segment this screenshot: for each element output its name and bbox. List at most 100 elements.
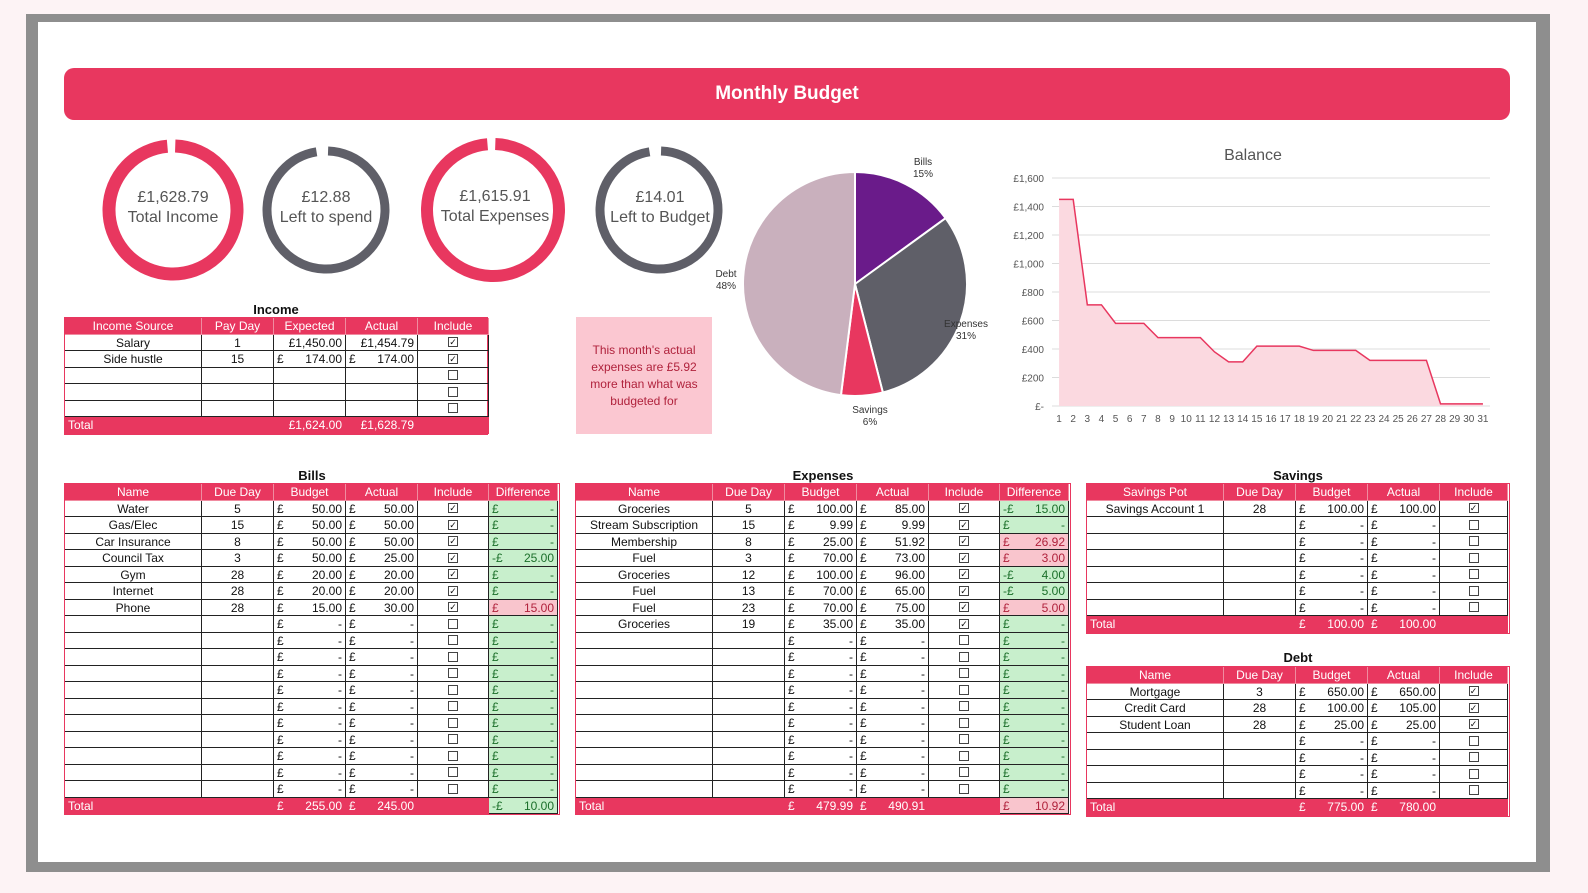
checked-box-icon[interactable]: ✓ xyxy=(959,519,969,530)
include-checkbox[interactable] xyxy=(1440,599,1508,616)
checked-box-icon[interactable]: ✓ xyxy=(1468,686,1479,697)
unchecked-box-icon[interactable] xyxy=(959,635,969,646)
include-checkbox[interactable] xyxy=(929,781,1000,798)
include-checkbox[interactable] xyxy=(929,764,1000,781)
include-checkbox[interactable] xyxy=(1440,533,1508,550)
checked-box-icon[interactable]: ✓ xyxy=(448,569,458,580)
checked-box-icon[interactable]: ✓ xyxy=(959,536,969,547)
include-checkbox[interactable] xyxy=(418,781,489,798)
unchecked-box-icon[interactable] xyxy=(448,403,458,414)
unchecked-box-icon[interactable] xyxy=(1468,536,1479,547)
unchecked-box-icon[interactable] xyxy=(1468,785,1479,796)
include-checkbox[interactable] xyxy=(1440,517,1508,534)
unchecked-box-icon[interactable] xyxy=(959,750,969,761)
unchecked-box-icon[interactable] xyxy=(959,734,969,745)
include-checkbox[interactable] xyxy=(418,632,489,649)
include-checkbox[interactable] xyxy=(418,400,489,417)
checked-box-icon[interactable]: ✓ xyxy=(448,519,458,530)
unchecked-box-icon[interactable] xyxy=(959,651,969,662)
unchecked-box-icon[interactable] xyxy=(959,767,969,778)
unchecked-box-icon[interactable] xyxy=(448,701,458,712)
checked-box-icon[interactable]: ✓ xyxy=(448,536,458,547)
include-checkbox[interactable] xyxy=(418,367,489,384)
include-checkbox[interactable]: ✓ xyxy=(418,583,489,600)
include-checkbox[interactable] xyxy=(1440,733,1508,750)
include-checkbox[interactable] xyxy=(929,682,1000,699)
include-checkbox[interactable]: ✓ xyxy=(929,533,1000,550)
include-checkbox[interactable]: ✓ xyxy=(929,583,1000,600)
include-checkbox[interactable] xyxy=(1440,550,1508,567)
include-checkbox[interactable]: ✓ xyxy=(1440,700,1508,717)
include-checkbox[interactable]: ✓ xyxy=(418,517,489,534)
unchecked-box-icon[interactable] xyxy=(448,750,458,761)
checked-box-icon[interactable]: ✓ xyxy=(1468,702,1479,713)
unchecked-box-icon[interactable] xyxy=(448,386,458,397)
include-checkbox[interactable]: ✓ xyxy=(929,500,1000,517)
unchecked-box-icon[interactable] xyxy=(959,668,969,679)
checked-box-icon[interactable]: ✓ xyxy=(448,503,458,514)
include-checkbox[interactable] xyxy=(929,649,1000,666)
include-checkbox[interactable]: ✓ xyxy=(929,599,1000,616)
unchecked-box-icon[interactable] xyxy=(1468,569,1479,580)
include-checkbox[interactable]: ✓ xyxy=(1440,500,1508,517)
unchecked-box-icon[interactable] xyxy=(448,717,458,728)
unchecked-box-icon[interactable] xyxy=(448,684,458,695)
unchecked-box-icon[interactable] xyxy=(448,767,458,778)
unchecked-box-icon[interactable] xyxy=(1468,519,1479,530)
include-checkbox[interactable] xyxy=(418,682,489,699)
include-checkbox[interactable] xyxy=(418,649,489,666)
include-checkbox[interactable]: ✓ xyxy=(418,351,489,368)
unchecked-box-icon[interactable] xyxy=(1468,585,1479,596)
unchecked-box-icon[interactable] xyxy=(448,734,458,745)
unchecked-box-icon[interactable] xyxy=(1468,752,1479,763)
include-checkbox[interactable] xyxy=(418,384,489,401)
include-checkbox[interactable] xyxy=(418,698,489,715)
include-checkbox[interactable] xyxy=(929,748,1000,765)
checked-box-icon[interactable]: ✓ xyxy=(959,569,969,580)
unchecked-box-icon[interactable] xyxy=(959,783,969,794)
unchecked-box-icon[interactable] xyxy=(959,701,969,712)
include-checkbox[interactable]: ✓ xyxy=(418,334,489,351)
include-checkbox[interactable]: ✓ xyxy=(418,599,489,616)
include-checkbox[interactable] xyxy=(1440,766,1508,783)
unchecked-box-icon[interactable] xyxy=(448,668,458,679)
unchecked-box-icon[interactable] xyxy=(448,370,458,381)
unchecked-box-icon[interactable] xyxy=(448,783,458,794)
unchecked-box-icon[interactable] xyxy=(448,635,458,646)
include-checkbox[interactable] xyxy=(929,731,1000,748)
include-checkbox[interactable] xyxy=(929,715,1000,732)
checked-box-icon[interactable]: ✓ xyxy=(448,353,458,364)
unchecked-box-icon[interactable] xyxy=(1468,552,1479,563)
include-checkbox[interactable] xyxy=(1440,782,1508,799)
checked-box-icon[interactable]: ✓ xyxy=(448,585,458,596)
unchecked-box-icon[interactable] xyxy=(959,684,969,695)
checked-box-icon[interactable]: ✓ xyxy=(959,602,969,613)
include-checkbox[interactable] xyxy=(418,731,489,748)
include-checkbox[interactable] xyxy=(1440,583,1508,600)
include-checkbox[interactable]: ✓ xyxy=(929,517,1000,534)
include-checkbox[interactable]: ✓ xyxy=(1440,716,1508,733)
include-checkbox[interactable] xyxy=(1440,749,1508,766)
checked-box-icon[interactable]: ✓ xyxy=(959,585,969,596)
unchecked-box-icon[interactable] xyxy=(1468,768,1479,779)
unchecked-box-icon[interactable] xyxy=(1468,602,1479,613)
include-checkbox[interactable]: ✓ xyxy=(418,566,489,583)
checked-box-icon[interactable]: ✓ xyxy=(448,552,458,563)
checked-box-icon[interactable]: ✓ xyxy=(959,618,969,629)
include-checkbox[interactable] xyxy=(929,632,1000,649)
include-checkbox[interactable]: ✓ xyxy=(418,500,489,517)
include-checkbox[interactable] xyxy=(418,748,489,765)
unchecked-box-icon[interactable] xyxy=(1468,735,1479,746)
checked-box-icon[interactable]: ✓ xyxy=(959,503,969,514)
include-checkbox[interactable] xyxy=(929,698,1000,715)
unchecked-box-icon[interactable] xyxy=(448,651,458,662)
include-checkbox[interactable]: ✓ xyxy=(929,566,1000,583)
unchecked-box-icon[interactable] xyxy=(959,717,969,728)
include-checkbox[interactable]: ✓ xyxy=(1440,683,1508,700)
checked-box-icon[interactable]: ✓ xyxy=(959,552,969,563)
include-checkbox[interactable] xyxy=(418,764,489,781)
checked-box-icon[interactable]: ✓ xyxy=(1468,503,1479,514)
include-checkbox[interactable] xyxy=(418,715,489,732)
checked-box-icon[interactable]: ✓ xyxy=(1468,719,1479,730)
include-checkbox[interactable]: ✓ xyxy=(929,616,1000,633)
